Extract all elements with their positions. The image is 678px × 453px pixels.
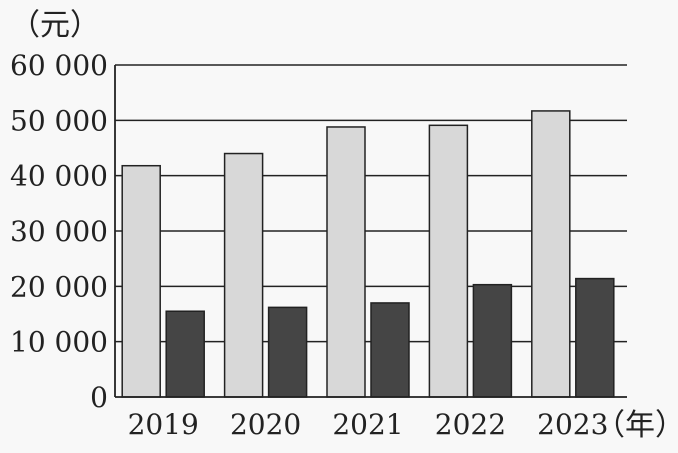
x-tick-label: 2023 [537, 408, 608, 441]
bar-series-1-2022 [428, 124, 469, 398]
x-tick-label: 2021 [332, 408, 403, 441]
bar-series-2-2020 [267, 306, 308, 398]
bars [121, 110, 615, 398]
x-tick-label: 2022 [435, 408, 506, 441]
labels: 60 000 50 000 40 000 30 000 20 000 10 000 0 201… [10, 49, 608, 441]
x-tick-label: 2019 [128, 408, 199, 441]
bar-series-1-2021 [326, 126, 366, 398]
y-tick-label: 40 000 [10, 160, 108, 193]
y-tick-label: 60 000 [10, 49, 108, 82]
axes [114, 65, 627, 398]
bar-series-1-2019 [121, 164, 161, 398]
bar-series-2-2021 [370, 302, 410, 398]
x-tick-label: 2020 [230, 408, 301, 441]
bar-series-2-2019 [165, 310, 205, 398]
bar-series-1-2023 [531, 110, 571, 398]
y-tick-label: 20 000 [10, 270, 108, 303]
y-tick-label: 30 000 [10, 215, 108, 248]
y-tick-label: 50 000 [10, 104, 108, 137]
y-tick-label: 10 000 [10, 326, 108, 359]
x-axis-unit-label: （年） [595, 408, 678, 443]
bar-series-1-2020 [223, 152, 264, 398]
bar-series-2-2022 [472, 283, 513, 398]
y-tick-label: 0 [90, 381, 108, 414]
bar-series-2-2023 [575, 277, 615, 398]
y-axis-unit-label: （元） [10, 8, 100, 43]
